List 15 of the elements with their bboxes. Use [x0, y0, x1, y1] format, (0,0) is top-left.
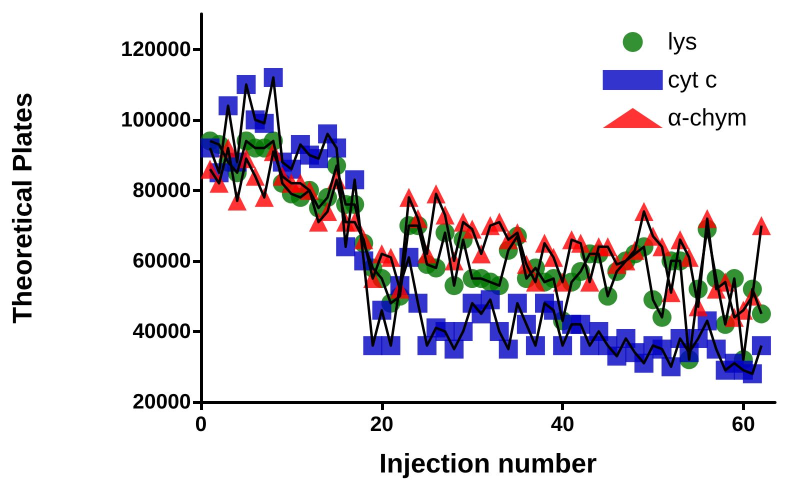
legend-label: α-chym	[668, 104, 748, 132]
x-tick-label: 60	[732, 413, 756, 436]
x-tick-label: 0	[195, 413, 207, 436]
y-tick-label: 40000	[132, 320, 191, 343]
y-tick-label: 120000	[120, 38, 191, 61]
legend-label: cyt c	[668, 66, 718, 94]
y-tick-label: 20000	[132, 390, 191, 414]
y-tick-label: 100000	[120, 108, 191, 132]
x-tick-label: 40	[550, 413, 574, 436]
y-axis-title: Theoretical Plates	[8, 92, 38, 324]
x-axis-title: Injection number	[379, 448, 598, 478]
legend-label: lys	[668, 28, 698, 56]
y-tick-label: 60000	[132, 249, 191, 272]
x-tick-label: 20	[370, 413, 394, 436]
y-tick-label: 80000	[132, 178, 191, 202]
